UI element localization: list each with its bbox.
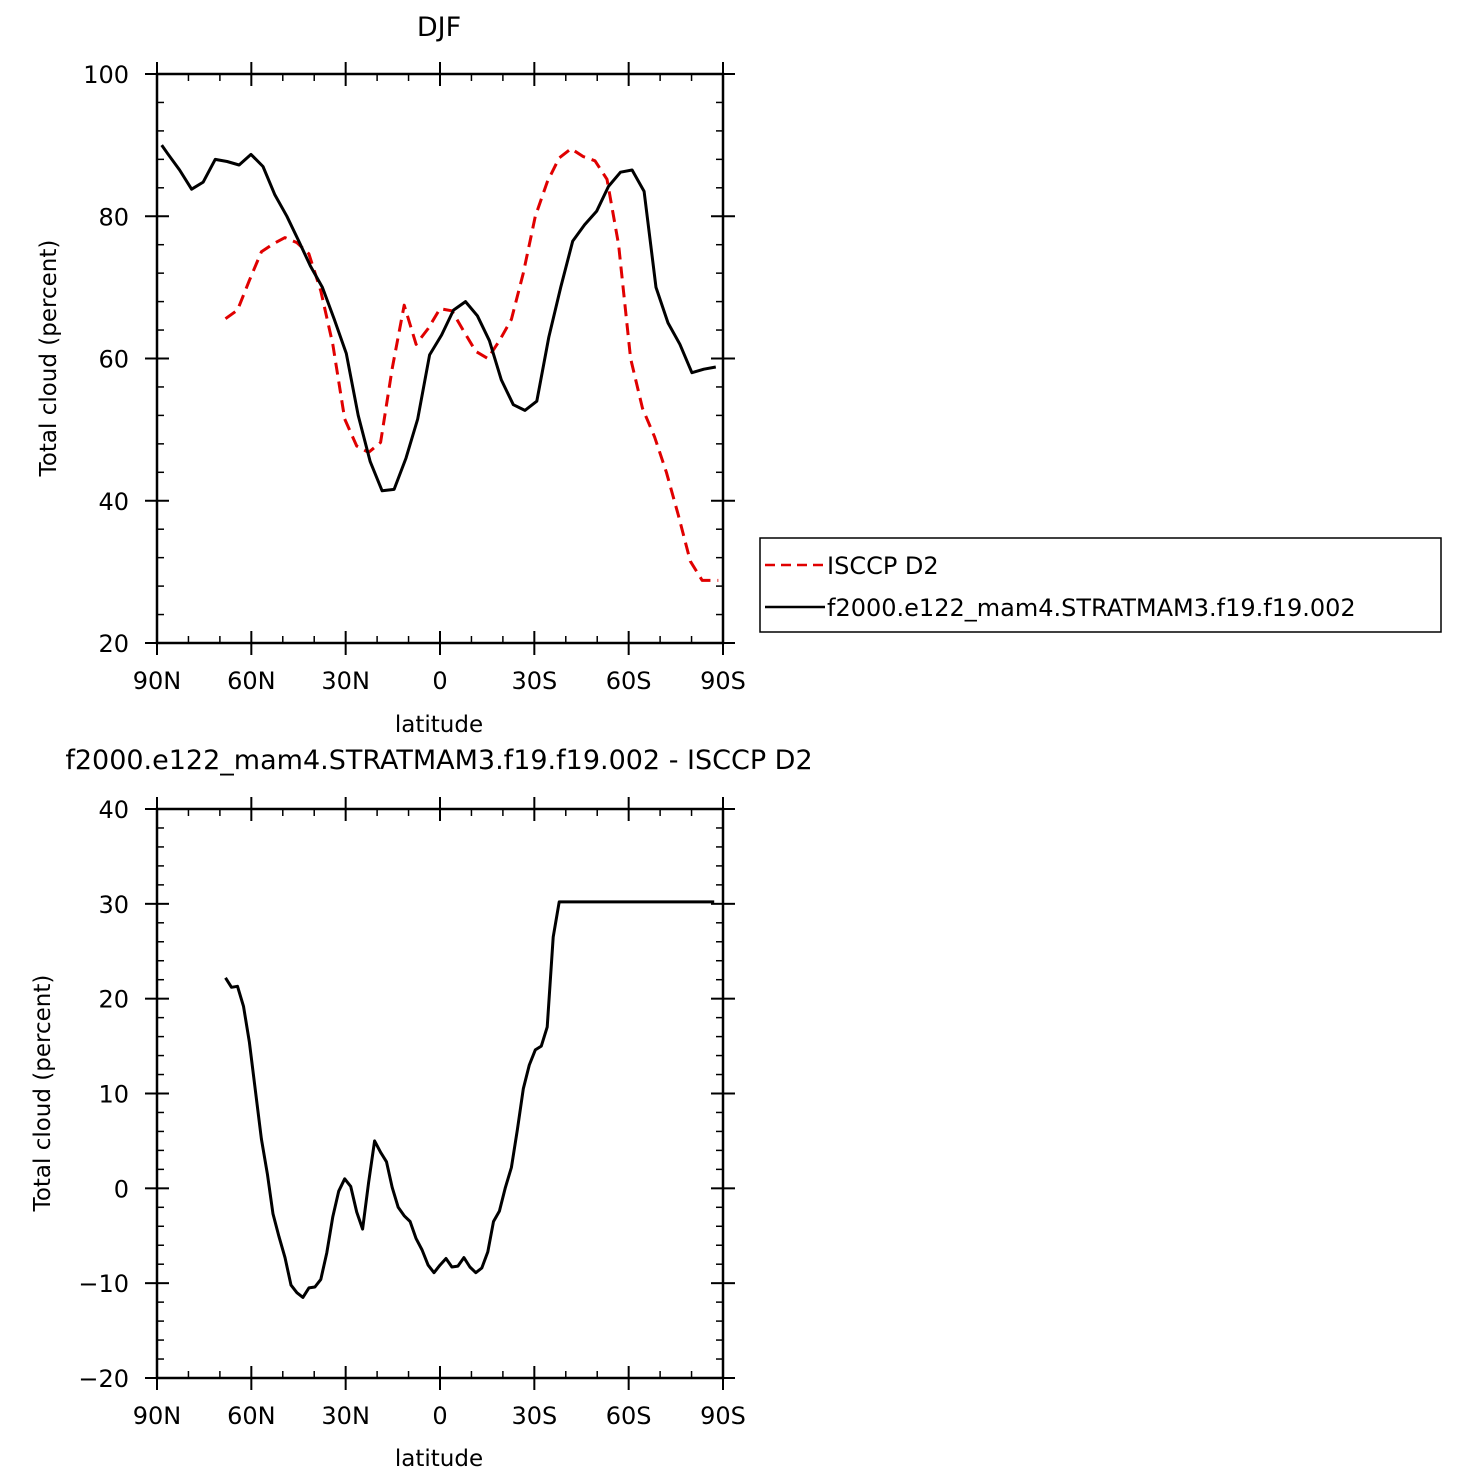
panel-bottom: f2000.e122_mam4.STRATMAM3.f19.f19.002 - … [30, 745, 813, 1472]
y-tick-label: 20 [98, 630, 129, 658]
legend-entry-isccp: ISCCP D2 [827, 552, 939, 580]
series-line-1 [160, 144, 717, 493]
tick-group [145, 62, 735, 655]
difference-title: f2000.e122_mam4.STRATMAM3.f19.f19.002 - … [65, 745, 812, 776]
legend-box [759, 537, 1442, 633]
x-tick-label: 60S [606, 667, 652, 695]
x-tick-label: 0 [432, 667, 447, 695]
x-tick-label: 0 [432, 1402, 447, 1430]
tick-group [145, 797, 735, 1390]
x-tick-label: 30S [511, 1402, 557, 1430]
y-tick-label: −20 [78, 1365, 129, 1393]
x-axis-label: latitude [395, 712, 483, 738]
x-tick-label: 90N [133, 667, 182, 695]
panel-top: DJF 90N 60N 30N 0 30S 60S 90S 20 40 60 80 100 lati… [36, 12, 746, 738]
x-tick-label: 90N [133, 1402, 182, 1430]
y-tick-label: −10 [78, 1270, 129, 1298]
x-tick-label: 60N [227, 1402, 276, 1430]
y-tick-labels: −20 −10 0 10 20 30 40 [78, 796, 129, 1393]
y-tick-label: 20 [98, 986, 129, 1014]
x-tick-label: 60S [606, 1402, 652, 1430]
y-tick-labels: 20 40 60 80 100 [83, 61, 129, 658]
x-tick-label: 30S [511, 667, 557, 695]
x-tick-label: 90S [700, 1402, 746, 1430]
y-tick-label: 60 [98, 346, 129, 374]
x-tick-labels: 90N 60N 30N 0 30S 60S 90S [133, 1402, 746, 1430]
x-tick-label: 60N [227, 667, 276, 695]
y-tick-label: 10 [98, 1081, 129, 1109]
series-group [224, 900, 715, 1299]
legend: ISCCP D2 f2000.e122_mam4.STRATMAM3.f19.f… [759, 537, 1442, 633]
plot-frame [155, 807, 725, 1380]
plot-frame [155, 72, 725, 645]
x-tick-label: 90S [700, 667, 746, 695]
difference-line [224, 900, 715, 1299]
y-axis-label: Total cloud (percent) [36, 240, 62, 478]
x-tick-labels: 90N 60N 30N 0 30S 60S 90S [133, 667, 746, 695]
y-tick-label: 40 [98, 488, 129, 516]
y-axis-label: Total cloud (percent) [30, 975, 56, 1213]
legend-entry-model: f2000.e122_mam4.STRATMAM3.f19.f19.002 [827, 594, 1356, 622]
y-tick-label: 100 [83, 61, 129, 89]
x-axis-label: latitude [395, 1446, 483, 1472]
x-tick-label: 30N [321, 667, 370, 695]
y-tick-label: 30 [98, 891, 129, 919]
y-tick-label: 0 [114, 1175, 129, 1203]
x-tick-label: 30N [321, 1402, 370, 1430]
y-tick-label: 80 [98, 203, 129, 231]
series-group [160, 144, 719, 582]
series-line-0 [224, 147, 719, 582]
y-tick-label: 40 [98, 796, 129, 824]
chart-title: DJF [417, 12, 461, 43]
